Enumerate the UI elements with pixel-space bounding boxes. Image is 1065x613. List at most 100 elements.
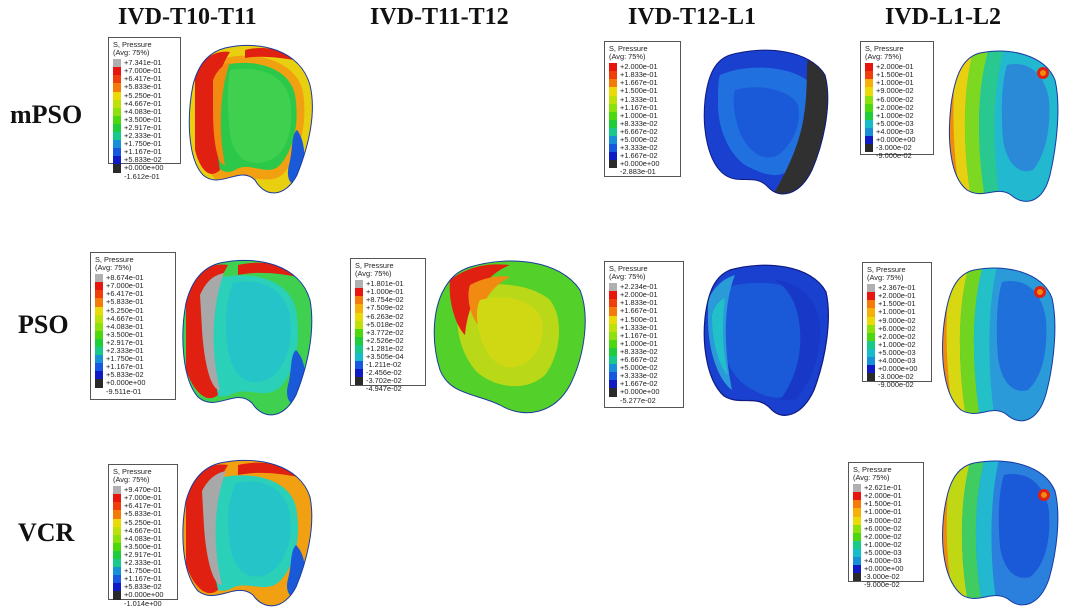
legend-value: +1.667e-01 <box>620 78 658 88</box>
legend-swatch <box>853 492 861 501</box>
legend-value: +9.000e-02 <box>878 315 916 325</box>
legend-value: +9.000e-02 <box>864 515 902 525</box>
legend-swatch <box>95 282 103 291</box>
legend-swatch <box>113 583 121 592</box>
legend-entry: +1.667e-01 <box>609 307 679 316</box>
legend-swatch <box>355 369 363 378</box>
legend-swatch <box>609 307 617 316</box>
legend-swatch <box>95 322 103 331</box>
legend-entry: -3.000e-02 <box>867 373 927 382</box>
legend-value: +7.000e-01 <box>124 66 162 76</box>
legend-value: +6.417e-01 <box>124 501 162 511</box>
legend-value: +5.833e-01 <box>124 82 162 92</box>
legend-swatch <box>609 388 617 397</box>
legend-swatch <box>609 103 617 112</box>
legend-swatch <box>609 63 617 72</box>
legend-swatch <box>95 363 103 372</box>
legend-entry: +1.000e-01 <box>867 308 927 317</box>
legend-value: +3.772e-02 <box>366 327 404 337</box>
legend-entry: +9.000e-02 <box>867 315 927 325</box>
legend-swatch <box>853 532 861 541</box>
legend-swatch <box>95 371 103 380</box>
legend-entry: +6.417e-01 <box>113 75 176 84</box>
legend-value: +4.667e-01 <box>124 525 162 535</box>
legend-entry: +4.667e-01 <box>113 525 173 535</box>
legend-entry: +1.167e-01 <box>113 575 173 584</box>
legend-entry: +2.917e-01 <box>113 123 176 133</box>
legend-swatch <box>355 328 363 337</box>
disc-pso-l1-l2 <box>942 267 1056 422</box>
legend-swatch <box>113 75 121 84</box>
legend-value: +5.000e-02 <box>620 363 658 373</box>
legend-swatch <box>867 316 875 325</box>
legend-value: +2.000e-02 <box>864 531 902 541</box>
legend-entry: +2.917e-01 <box>95 338 171 348</box>
legend-entry: +2.917e-01 <box>113 549 173 560</box>
legend-value: +4.000e-03 <box>878 356 916 366</box>
legend-value: +6.667e-02 <box>620 126 658 136</box>
legend-entry: +8.674e-01 <box>95 273 171 283</box>
row-header-pso: PSO <box>18 310 69 339</box>
legend-swatch <box>355 377 363 386</box>
legend-swatch <box>95 379 103 388</box>
disc-mpso-t12-l1 <box>703 49 829 195</box>
legend-value: +3.500e-01 <box>106 329 144 339</box>
legend-entry: +5.000e-03 <box>865 119 929 128</box>
legend-swatch <box>867 373 875 382</box>
legend-entry: +7.341e-01 <box>113 59 176 68</box>
legend-value: +5.833e-02 <box>124 155 162 165</box>
disc-mpso-l1-l2 <box>948 50 1059 202</box>
legend-entry: +2.000e-02 <box>867 332 927 341</box>
legend-entry: -5.277e-02 <box>609 396 679 405</box>
legend-value: +0.000e+00 <box>864 564 904 574</box>
legend-entry: +1.281e-02 <box>355 344 421 354</box>
legend-entry: +1.667e-01 <box>609 78 676 88</box>
legend-entry: +5.250e-01 <box>113 91 176 100</box>
legend-entry: +2.000e-01 <box>609 291 679 300</box>
legend-value: -9.511e-01 <box>106 386 142 396</box>
legend-swatch <box>355 312 363 321</box>
row-header-vcr: VCR <box>18 518 75 547</box>
legend-entry: +0.000e+00 <box>853 564 919 574</box>
legend-swatch <box>355 304 363 313</box>
legend-value: +3.505e-04 <box>366 352 404 362</box>
legend-entry: +4.000e-03 <box>865 127 929 137</box>
legend-value: +2.333e-01 <box>124 558 162 568</box>
legend-value: -1.014e+00 <box>124 598 162 608</box>
legend-vcr-l1-l2: S, Pressure (Avg: 75%) +2.621e-01 +2.000e-0… <box>848 462 924 589</box>
legend-entry: +1.500e-01 <box>865 71 929 80</box>
legend-value: +6.263e-02 <box>366 311 404 321</box>
legend-entry: +1.750e-01 <box>95 355 171 364</box>
legend-entry: +5.000e-03 <box>853 548 919 558</box>
legend-entry: +6.263e-02 <box>355 311 421 321</box>
legend-value: +8.674e-01 <box>106 273 144 283</box>
legend-entry: +1.333e-01 <box>609 95 676 104</box>
legend-entry: +3.505e-04 <box>355 352 421 362</box>
legend-swatch <box>867 332 875 341</box>
legend-value: +2.917e-01 <box>124 549 162 559</box>
legend-value: +2.000e-01 <box>620 62 658 72</box>
legend-entry: +2.000e-01 <box>865 63 929 72</box>
legend-entry: -3.000e-02 <box>865 144 929 153</box>
legend-value: +1.333e-01 <box>620 322 658 332</box>
legend-pso-t10-t11: S, Pressure (Avg: 75%) +8.674e-01 +7.000e-0… <box>90 252 176 400</box>
legend-entry: +5.000e-03 <box>867 348 927 358</box>
legend-swatch <box>609 397 617 405</box>
legend-swatch <box>609 323 617 332</box>
legend-entry: +1.750e-01 <box>113 140 176 149</box>
legend-entry: +2.234e-01 <box>609 283 679 292</box>
legend-swatch <box>113 567 121 576</box>
legend-entry: -2.456e-02 <box>355 369 421 378</box>
legend-swatch <box>113 99 121 108</box>
legend-entry: +3.772e-02 <box>355 327 421 337</box>
legend-entry: +5.833e-01 <box>113 510 173 519</box>
legend-swatch <box>609 71 617 80</box>
legend-entry: -2.883e-01 <box>609 168 676 176</box>
legend-swatch <box>113 534 121 543</box>
legend-swatch <box>865 71 873 80</box>
legend-value: +8.754e-02 <box>366 295 404 305</box>
legend-swatch <box>113 502 121 511</box>
legend-entry: +1.333e-01 <box>609 322 679 332</box>
legend-swatch <box>355 280 363 289</box>
legend-swatch <box>609 127 617 137</box>
